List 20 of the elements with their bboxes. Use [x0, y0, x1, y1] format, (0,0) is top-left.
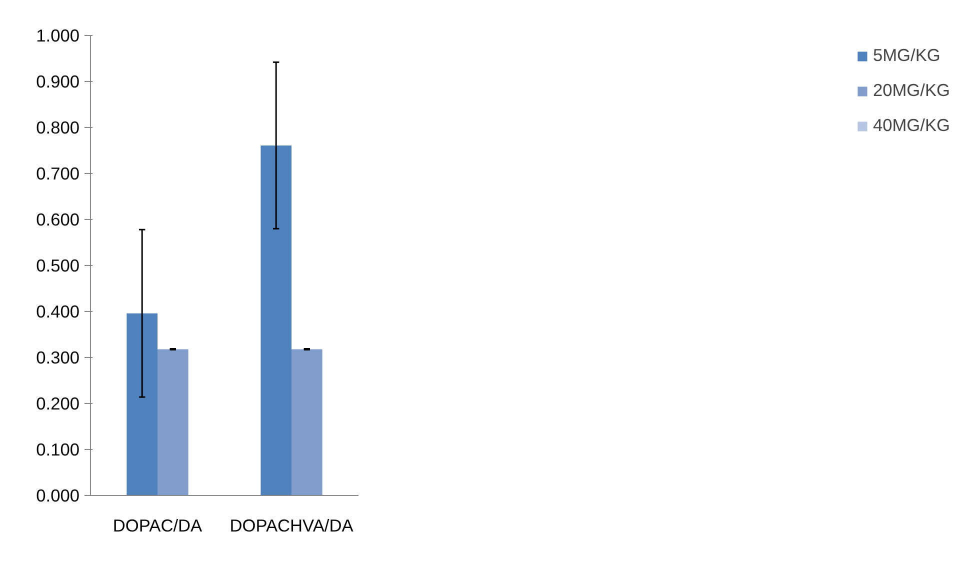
- y-tick-label: 0.800: [36, 118, 80, 138]
- y-tick-label: 0.700: [36, 164, 80, 184]
- y-tick-label: 0.500: [36, 256, 80, 276]
- y-tick-label: 0.300: [36, 348, 80, 368]
- legend-label: 20MG/KG: [872, 80, 950, 101]
- legend-label: 40MG/KG: [872, 115, 950, 136]
- y-tick-label: 0.000: [36, 486, 80, 506]
- y-tick-label: 0.100: [36, 440, 80, 460]
- bar: [260, 145, 292, 496]
- y-tick-label: 0.200: [36, 394, 80, 414]
- x-tick-label: DOPAC/DA: [112, 516, 203, 536]
- bar: [158, 349, 188, 496]
- y-tick-label: 0.400: [36, 302, 80, 322]
- y-tick-label: 1.000: [36, 26, 80, 46]
- y-tick-label: 0.600: [36, 210, 80, 230]
- y-tick-label: 0.900: [36, 72, 80, 92]
- legend-label: 5MG/KG: [872, 45, 940, 66]
- x-tick-label: DOPACHVA/DA: [230, 516, 354, 536]
- bar: [126, 313, 158, 496]
- bar: [292, 349, 322, 496]
